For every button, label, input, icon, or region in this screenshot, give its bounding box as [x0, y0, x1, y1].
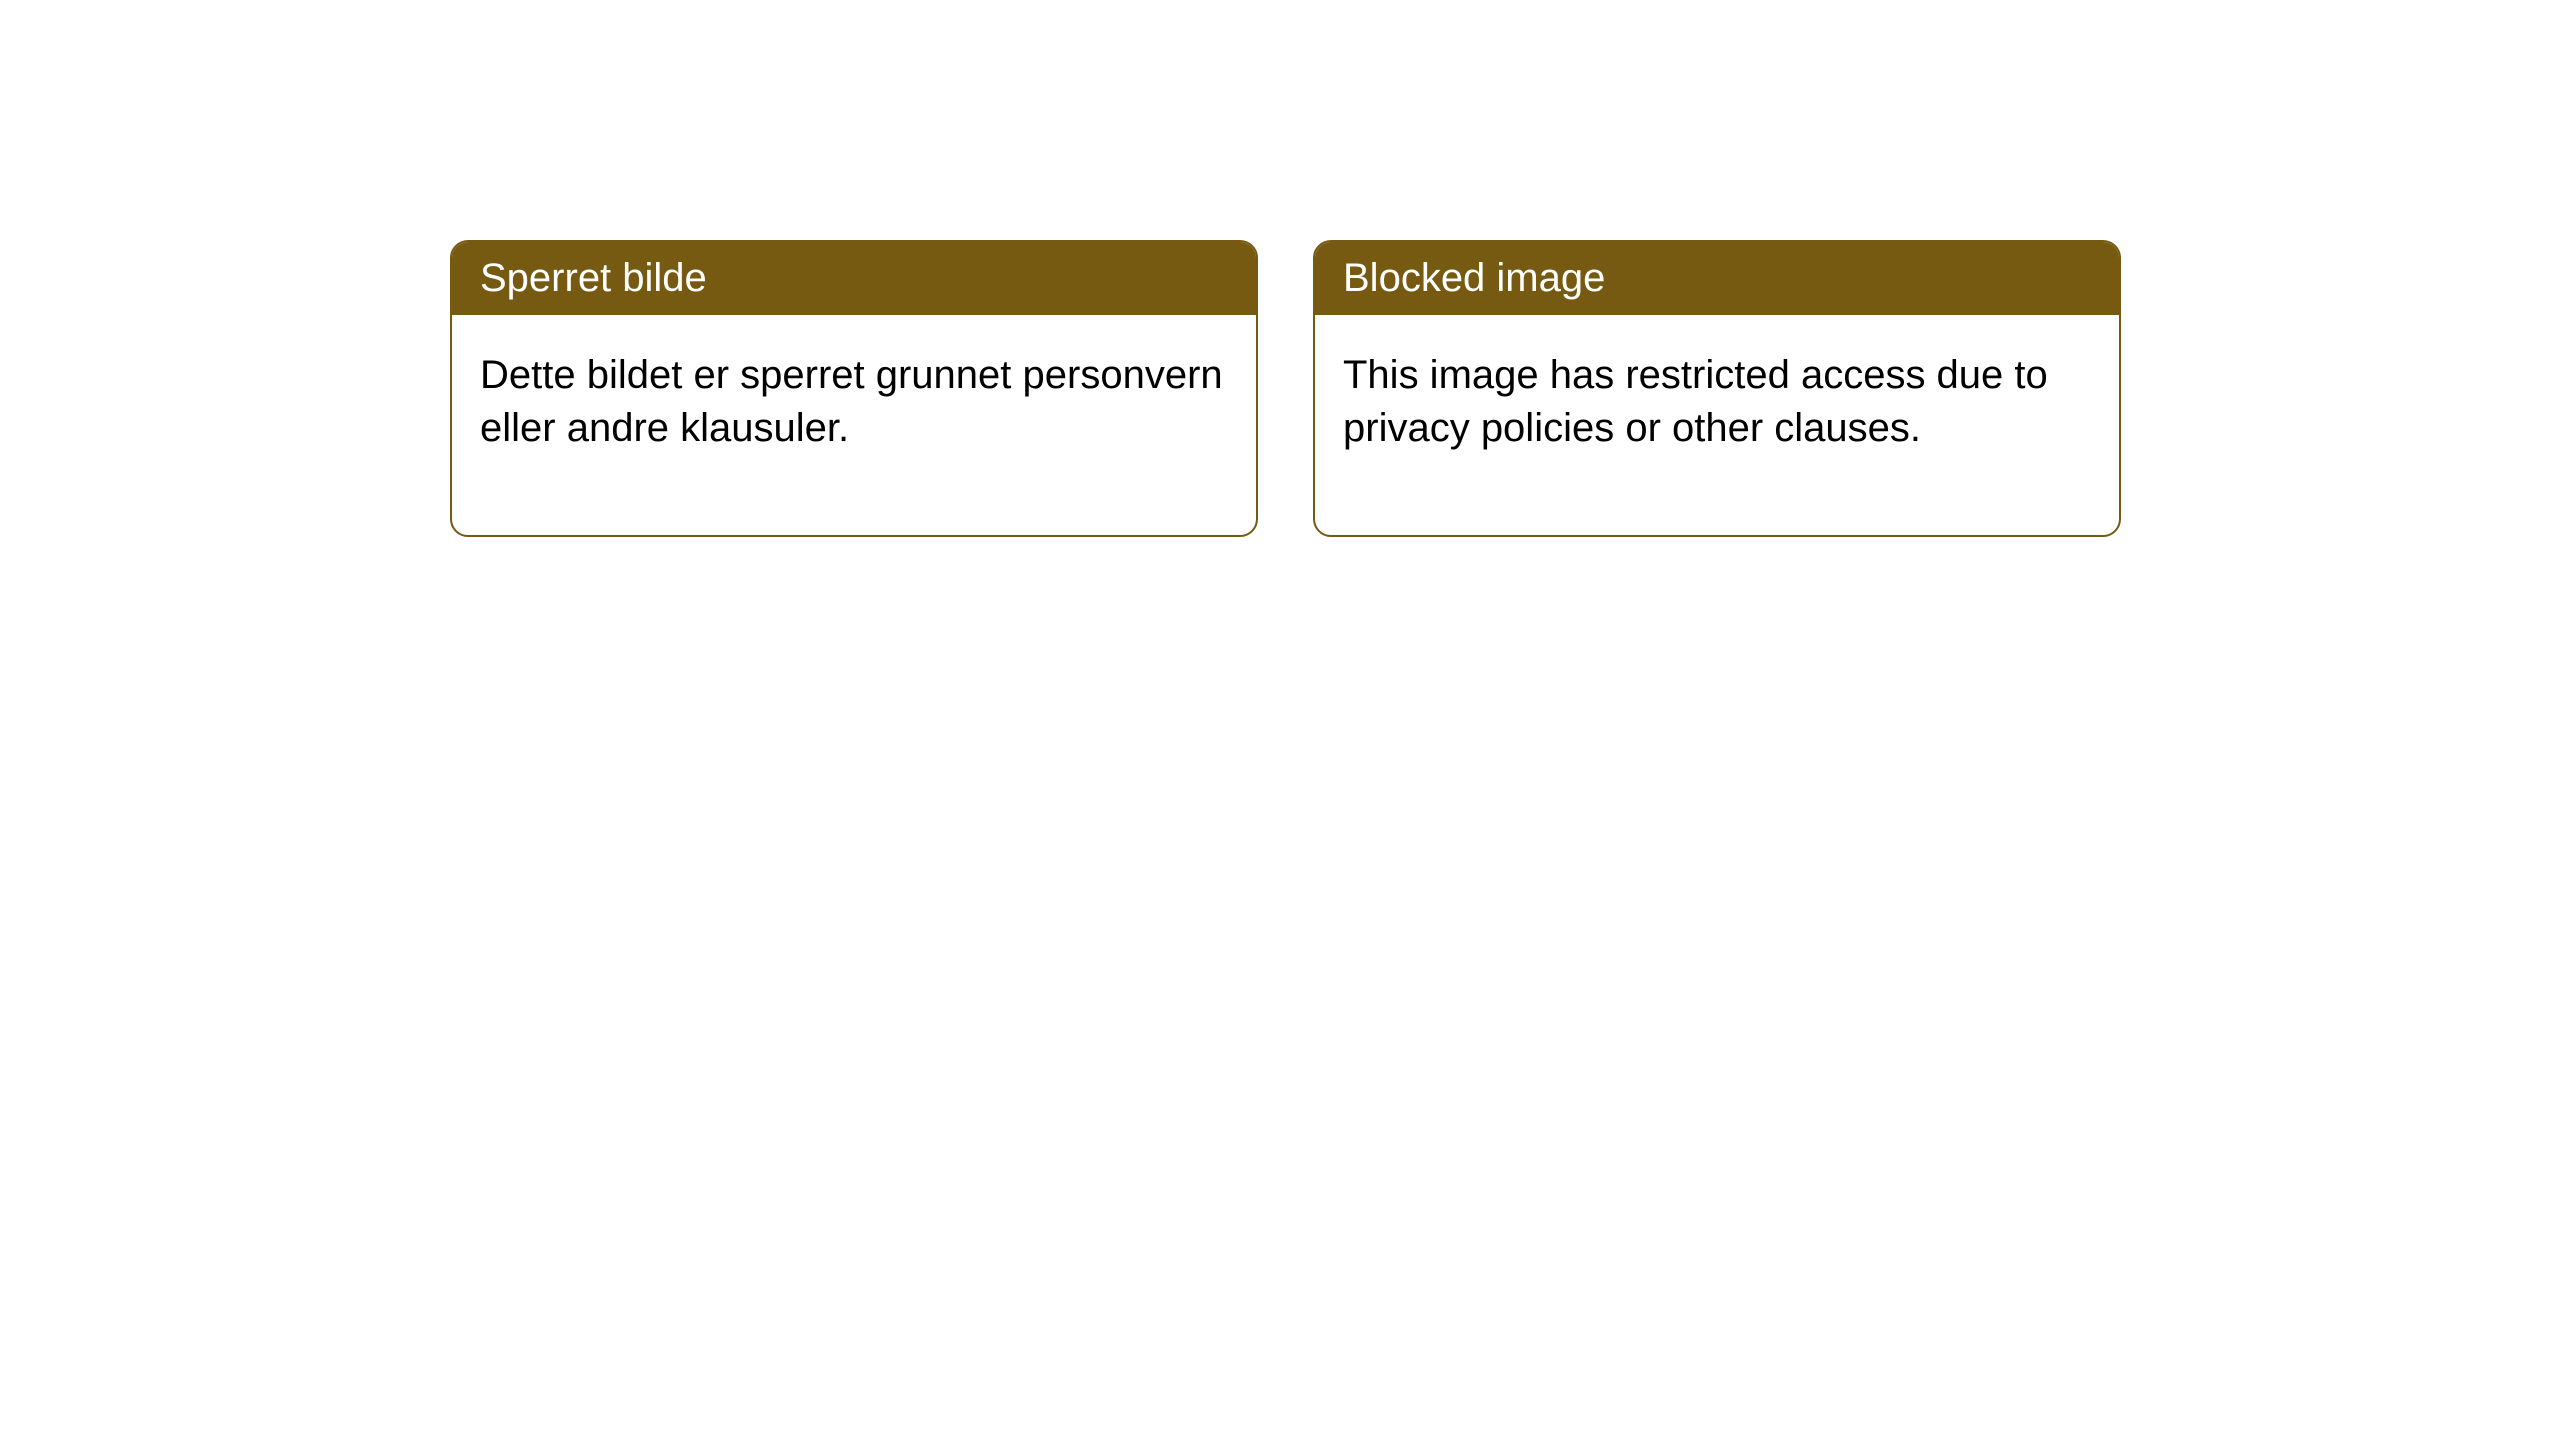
card-header: Sperret bilde — [452, 242, 1256, 315]
card-body: Dette bildet er sperret grunnet personve… — [452, 315, 1256, 535]
card-body-text: Dette bildet er sperret grunnet personve… — [480, 353, 1223, 450]
card-body-text: This image has restricted access due to … — [1343, 353, 2048, 450]
notice-container: Sperret bilde Dette bildet er sperret gr… — [0, 0, 2560, 537]
card-title: Sperret bilde — [480, 256, 707, 300]
blocked-image-card-en: Blocked image This image has restricted … — [1313, 240, 2121, 537]
card-header: Blocked image — [1315, 242, 2119, 315]
blocked-image-card-no: Sperret bilde Dette bildet er sperret gr… — [450, 240, 1258, 537]
card-body: This image has restricted access due to … — [1315, 315, 2119, 535]
card-title: Blocked image — [1343, 256, 1605, 300]
